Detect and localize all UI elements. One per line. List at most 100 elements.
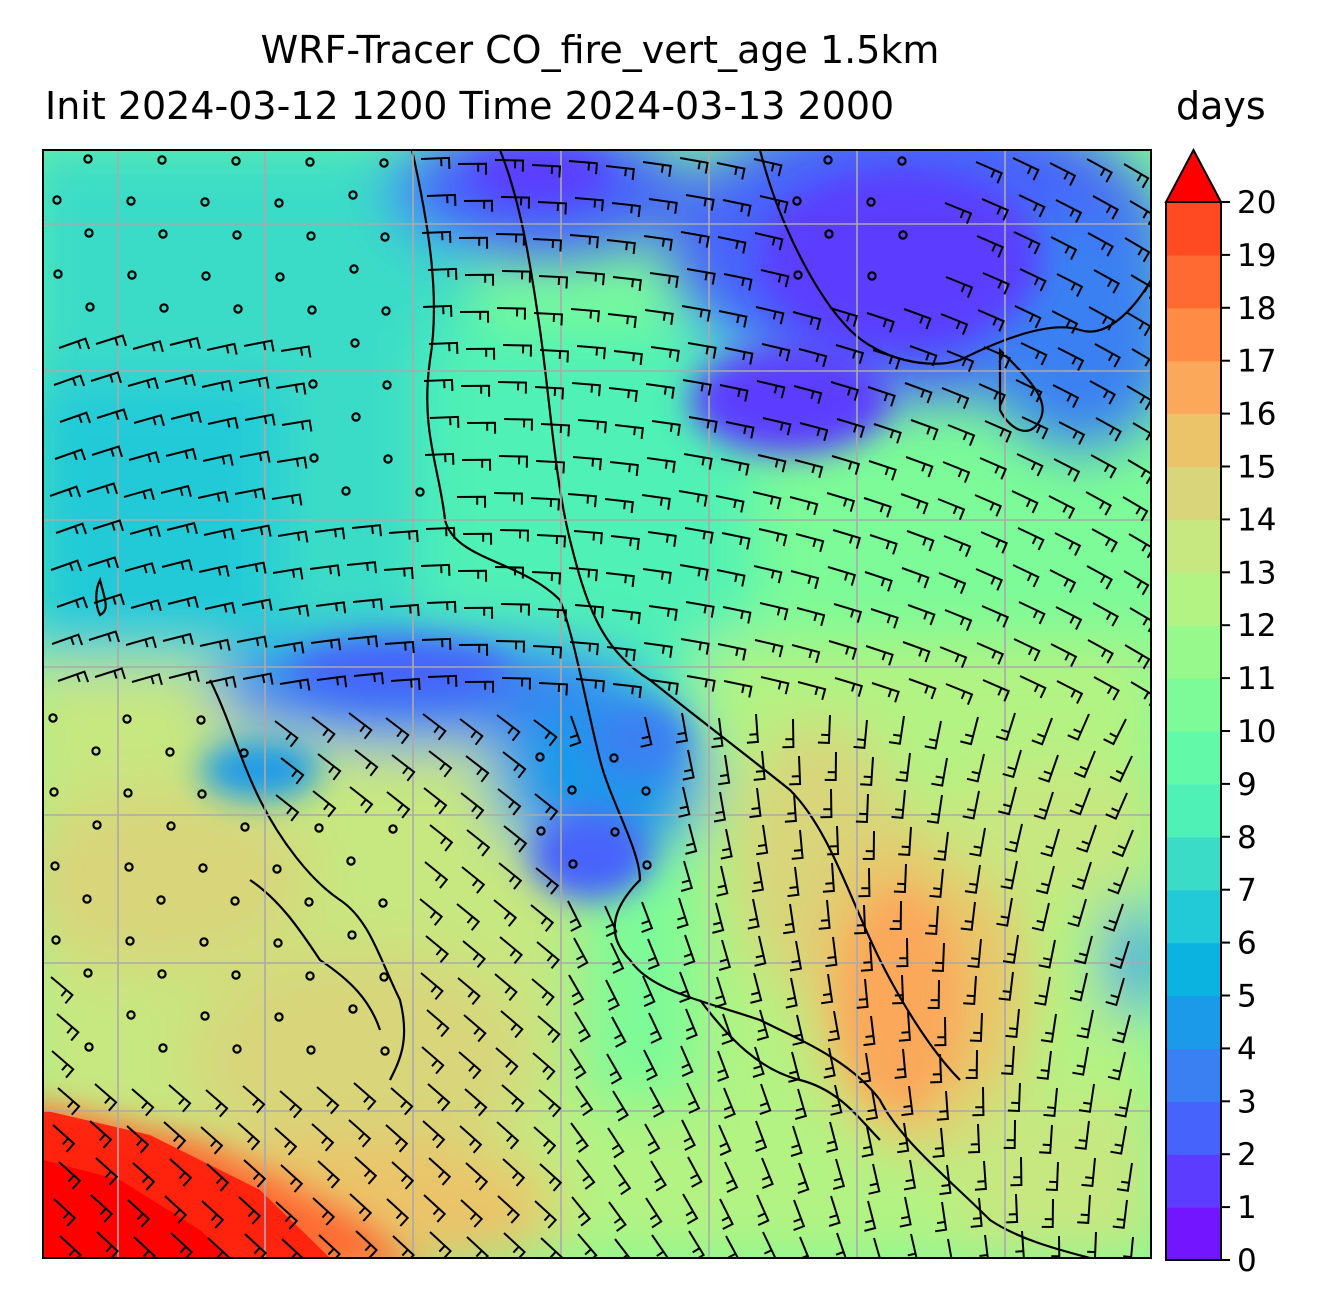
calm-wind-marker <box>239 748 249 758</box>
wind-barb <box>679 971 692 1004</box>
wind-barb <box>1043 1087 1058 1117</box>
wind-barb <box>1010 1156 1023 1187</box>
wind-barb <box>1130 681 1151 707</box>
wind-barb <box>722 606 752 624</box>
wind-barb <box>426 193 457 206</box>
calm-wind-marker <box>379 972 389 982</box>
wind-barb <box>428 750 453 778</box>
wind-barb <box>978 383 1007 406</box>
calm-wind-marker <box>824 229 834 239</box>
wind-barb <box>931 757 948 787</box>
wind-barb <box>391 1161 415 1190</box>
wind-barb <box>386 1198 410 1227</box>
wind-barb <box>1020 342 1048 366</box>
wind-barb <box>240 524 272 537</box>
calm-wind-marker <box>382 380 392 390</box>
wind-barb <box>817 714 831 745</box>
wind-barb <box>570 1122 589 1153</box>
wind-barb <box>960 901 976 931</box>
wind-barb <box>649 272 679 288</box>
calm-wind-marker <box>199 937 209 947</box>
wind-barb <box>1018 601 1046 625</box>
wind-barb <box>762 417 792 436</box>
wind-barb <box>1040 828 1060 858</box>
colorbar-tick-label: 10 <box>1237 714 1276 750</box>
wind-barb <box>1021 416 1049 440</box>
calm-wind-marker <box>157 155 167 165</box>
wind-barb <box>531 978 555 1007</box>
wind-barb <box>650 346 680 362</box>
wind-barb <box>754 639 784 658</box>
wind-barb <box>1091 528 1118 553</box>
calm-wind-marker <box>379 158 389 168</box>
wind-barb <box>612 683 642 699</box>
wind-barb <box>835 1232 847 1258</box>
wind-barb <box>530 904 555 932</box>
wind-barb <box>723 273 753 291</box>
wind-barb <box>496 1121 520 1150</box>
wind-barb <box>571 382 601 397</box>
wind-barb <box>421 1046 445 1075</box>
wind-barb <box>943 535 972 557</box>
wind-barb <box>759 602 789 621</box>
wind-barb <box>756 1194 770 1227</box>
wind-barb <box>925 905 939 935</box>
wind-barb <box>1132 422 1151 447</box>
wind-barb <box>782 718 795 749</box>
wind-barb <box>716 865 729 897</box>
wind-barb <box>1000 860 1018 890</box>
colorbar-tick-label: 9 <box>1237 767 1257 803</box>
wind-barb <box>531 571 562 585</box>
wind-barb <box>718 1124 732 1157</box>
wind-barb <box>746 713 759 744</box>
wind-barb <box>1095 417 1122 442</box>
wind-barb <box>895 752 911 782</box>
wind-barb <box>1058 421 1086 445</box>
wind-barb <box>820 788 833 819</box>
wind-barb <box>203 527 235 540</box>
wind-barb <box>937 498 966 520</box>
wind-barb <box>495 233 526 246</box>
wind-barb <box>831 455 861 475</box>
calm-wind-marker <box>232 1044 242 1054</box>
wind-barb <box>131 1088 155 1117</box>
calm-wind-marker <box>309 453 319 463</box>
wind-barb <box>1055 199 1083 223</box>
wind-barb <box>607 313 637 329</box>
wind-barb <box>465 1162 489 1191</box>
calm-wind-marker <box>230 896 240 906</box>
wind-barb <box>651 420 681 436</box>
wind-barb <box>648 198 678 214</box>
wind-barb <box>753 565 783 584</box>
wind-barb <box>1123 1236 1134 1258</box>
wind-barb <box>465 347 496 360</box>
wind-barb <box>894 1048 907 1079</box>
wind-barb <box>787 866 800 898</box>
wind-barb <box>275 382 307 395</box>
wind-barb <box>1051 1235 1061 1258</box>
wind-barb <box>1015 1230 1025 1258</box>
wind-barb <box>725 1235 740 1258</box>
colorbar-tick-label: 20 <box>1237 185 1276 221</box>
wind-barb <box>50 976 74 1005</box>
wind-barb <box>1007 1082 1021 1113</box>
wind-barb <box>130 599 162 612</box>
wind-barb <box>424 861 449 889</box>
wind-barb <box>832 1158 846 1190</box>
calm-wind-marker <box>85 302 95 312</box>
wind-barb <box>714 976 727 1008</box>
wind-barb <box>311 716 336 744</box>
wind-barb <box>1076 824 1097 853</box>
wind-barb <box>51 633 84 646</box>
wind-barb <box>571 1196 592 1227</box>
calm-wind-marker <box>535 752 545 762</box>
wind-barb <box>87 556 119 569</box>
wind-barb <box>651 1234 670 1258</box>
wind-barb <box>711 717 724 749</box>
wind-barb <box>930 1053 943 1084</box>
wind-barb <box>535 867 560 895</box>
wind-barb <box>906 530 935 552</box>
wind-barb <box>929 868 944 898</box>
wind-barb <box>982 679 1011 702</box>
wind-barb <box>1074 1120 1090 1150</box>
